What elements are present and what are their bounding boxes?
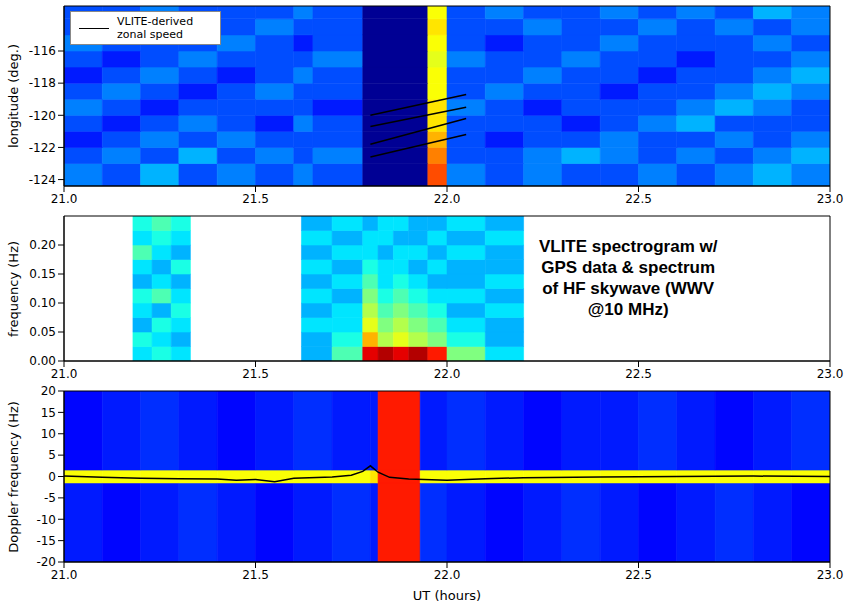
svg-text:22.5: 22.5	[625, 367, 652, 381]
html-text:GPS data & spectrum: GPS data & spectrum	[541, 258, 716, 277]
html-text:longitude (deg.): longitude (deg.)	[6, 43, 21, 149]
svg-text:5: 5	[48, 448, 56, 462]
svg-text:0.10: 0.10	[29, 296, 56, 310]
svg-text:-124: -124	[29, 173, 56, 187]
svg-text:-15: -15	[36, 534, 56, 548]
html-text:Doppler frequency (Hz): Doppler frequency (Hz)	[6, 400, 21, 553]
html-text:VLITE spectrogram w/: VLITE spectrogram w/	[538, 237, 718, 256]
svg-text:21.5: 21.5	[242, 367, 269, 381]
svg-text:20: 20	[41, 384, 56, 398]
svg-text:21.0: 21.0	[51, 367, 78, 381]
svg-text:21.5: 21.5	[242, 192, 269, 206]
svg-text:22.0: 22.0	[434, 192, 461, 206]
svg-text:21.5: 21.5	[242, 568, 269, 582]
svg-text:22.0: 22.0	[434, 568, 461, 582]
svg-text:10: 10	[41, 427, 56, 441]
svg-text:0.05: 0.05	[29, 325, 56, 339]
svg-text:23.0: 23.0	[817, 367, 844, 381]
svg-text:-116: -116	[29, 44, 56, 58]
html-text:VLITE-derived zonal speed: VLITE-derived zonal speed	[117, 15, 194, 41]
svg-text:-5: -5	[44, 491, 56, 505]
html-text:frequency (Hz): frequency (Hz)	[6, 240, 21, 337]
svg-text:21.0: 21.0	[51, 192, 78, 206]
svg-text:23.0: 23.0	[817, 192, 844, 206]
svg-text:-122: -122	[29, 141, 56, 155]
svg-text:0: 0	[48, 470, 56, 484]
svg-text:UT (hours): UT (hours)	[413, 588, 481, 603]
svg-text:-118: -118	[29, 76, 56, 90]
svg-text:15: 15	[41, 406, 56, 420]
svg-text:-20: -20	[36, 555, 56, 569]
svg-text:22.5: 22.5	[625, 568, 652, 582]
html-text:@10 MHz): @10 MHz)	[587, 300, 669, 319]
svg-text:0.15: 0.15	[29, 267, 56, 281]
svg-text:0.00: 0.00	[29, 354, 56, 368]
svg-text:23.0: 23.0	[817, 568, 844, 582]
svg-text:21.0: 21.0	[51, 568, 78, 582]
svg-text:22.5: 22.5	[625, 192, 652, 206]
svg-text:-10: -10	[36, 513, 56, 527]
svg-text:-120: -120	[29, 109, 56, 123]
svg-text:22.0: 22.0	[434, 367, 461, 381]
html-text:of HF skywave (WWV: of HF skywave (WWV	[542, 279, 715, 298]
svg-text:0.20: 0.20	[29, 238, 56, 252]
